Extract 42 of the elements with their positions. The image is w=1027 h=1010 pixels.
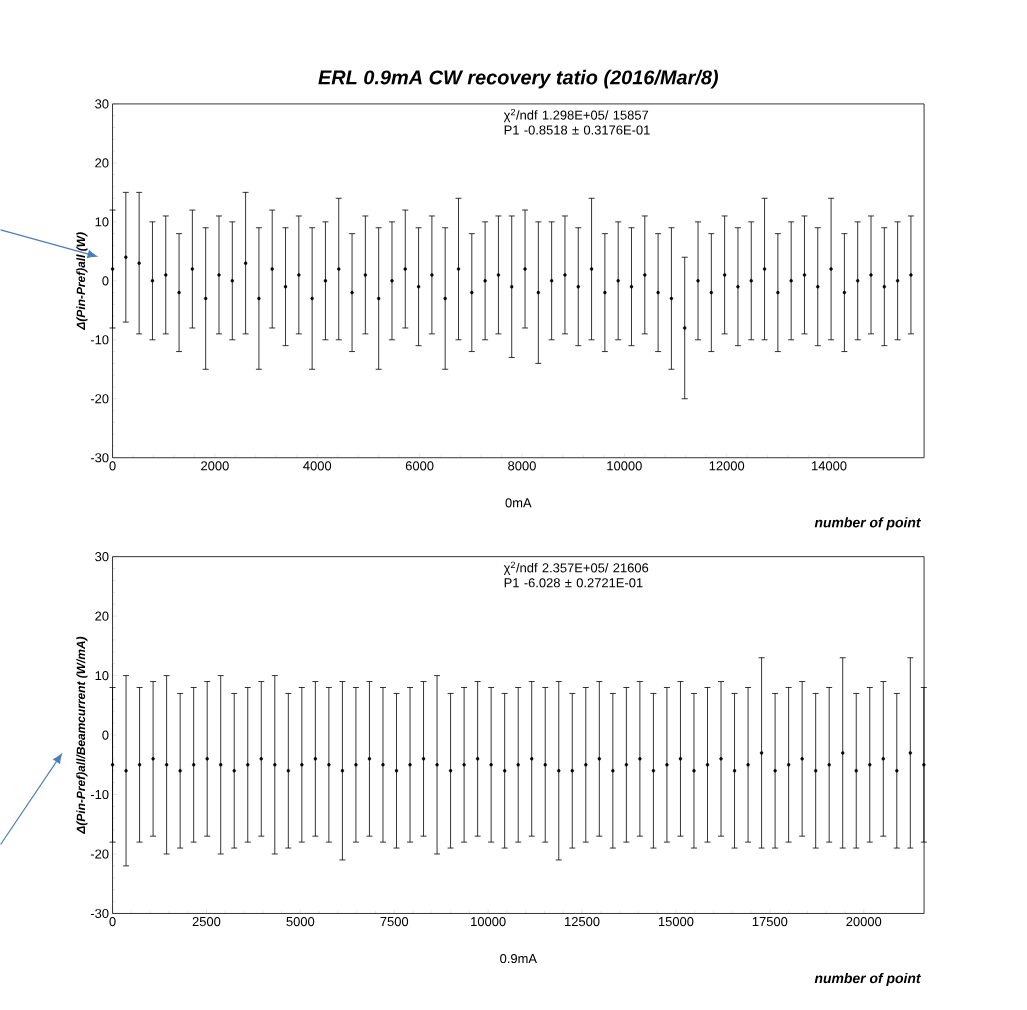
x-tick-label: 12500: [565, 916, 600, 926]
y-tick-label: -30: [90, 452, 109, 463]
x-tick-label: 17500: [752, 916, 788, 926]
x-tick-label: 2000: [201, 461, 229, 471]
y-tick-label: 20: [95, 611, 109, 621]
x-tick-label: 7500: [380, 916, 409, 926]
y-tick-label: -20: [90, 393, 109, 404]
annotation: P1 -6.028 ± 0.2721E-01: [504, 578, 643, 588]
y-tick-label: -10: [90, 789, 109, 799]
y-tick-label: 10: [95, 217, 109, 227]
x-tick-label: 6000: [405, 461, 434, 471]
x-tick-label: 12000: [709, 461, 745, 471]
annotation: χ$^{2}$/ndf 2.357E+05/ 21606: [503, 561, 649, 575]
text: 0.9mA: [500, 953, 537, 963]
x-tick-label: 0: [109, 461, 116, 471]
x-tick-label: 10000: [471, 916, 506, 926]
x-axis-title: number of point: [814, 972, 922, 986]
x-tick-label: 8000: [508, 461, 536, 471]
x-tick-label: 2500: [192, 916, 221, 926]
annotation: P1 -0.8518 ± 0.3176E-01: [504, 125, 650, 135]
x-tick-label: 5000: [286, 916, 315, 926]
y-tick-label: -10: [90, 335, 109, 345]
y-tick-label: -30: [90, 908, 109, 918]
y-tick-label: 0: [102, 276, 109, 286]
x-axis-title: number of point: [814, 517, 922, 530]
x-tick-label: 20000: [846, 916, 882, 926]
y-tick-label: -20: [90, 849, 109, 859]
x-tick-label: 15000: [658, 916, 694, 926]
y-tick-label: 30: [95, 99, 109, 109]
annotation: χ$^{2}$/ndf 1.298E+05/ 15857: [503, 108, 649, 123]
text: 0mA: [505, 498, 532, 508]
y-axis-title: Δ(Pin-Pref)all/Beamcurrent (W/mA): [76, 636, 88, 834]
x-tick-label: 4000: [303, 461, 332, 471]
y-tick-label: 0: [102, 730, 109, 740]
x-tick-label: 14000: [812, 461, 847, 471]
y-axis-title: Δ(Pin-Pref)all (W): [76, 232, 88, 330]
x-tick-label: 10000: [607, 461, 642, 471]
y-tick-label: 10: [95, 670, 109, 680]
x-tick-label: 0: [109, 916, 116, 926]
chart-title: ERL 0.9mA CW recovery tatio (2016/Mar/8): [318, 69, 718, 89]
y-tick-label: 30: [95, 551, 109, 562]
y-tick-label: 20: [95, 158, 109, 168]
